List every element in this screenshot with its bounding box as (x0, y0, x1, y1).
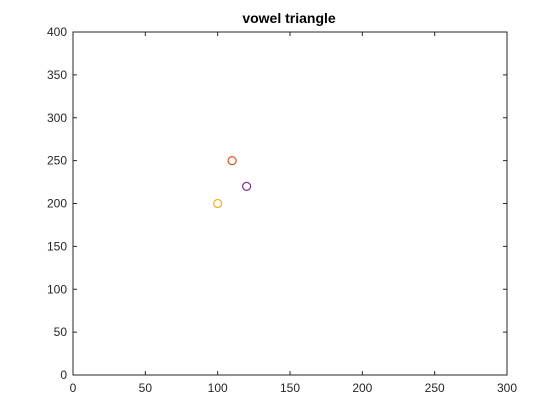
x-tick-label: 300 (497, 381, 517, 395)
x-tick-label: 50 (139, 381, 153, 395)
x-tick-label: 150 (280, 381, 300, 395)
data-point (227, 156, 237, 166)
x-tick-label: 100 (208, 381, 228, 395)
y-tick-label: 100 (47, 282, 67, 296)
data-point (213, 198, 223, 209)
y-tick-label: 200 (47, 197, 67, 211)
data-points (213, 156, 252, 209)
x-tick-label: 0 (70, 381, 77, 395)
y-tick-label: 50 (54, 325, 68, 339)
x-tick-label: 200 (352, 381, 372, 395)
data-point (242, 181, 252, 191)
y-tick-label: 0 (60, 368, 67, 382)
x-tick-label: 250 (425, 381, 445, 395)
y-tick-label: 300 (47, 111, 67, 125)
y-tick-label: 400 (47, 25, 67, 39)
y-axis: 0 50 100 150 200 250 300 350 400 (47, 25, 507, 382)
y-tick-label: 350 (47, 68, 67, 82)
y-tick-label: 250 (47, 154, 67, 168)
x-axis: 0 50 100 150 200 250 300 (70, 32, 517, 395)
chart-title: vowel triangle (242, 10, 336, 26)
plot-area (72, 31, 508, 376)
y-tick-label: 150 (47, 239, 67, 253)
